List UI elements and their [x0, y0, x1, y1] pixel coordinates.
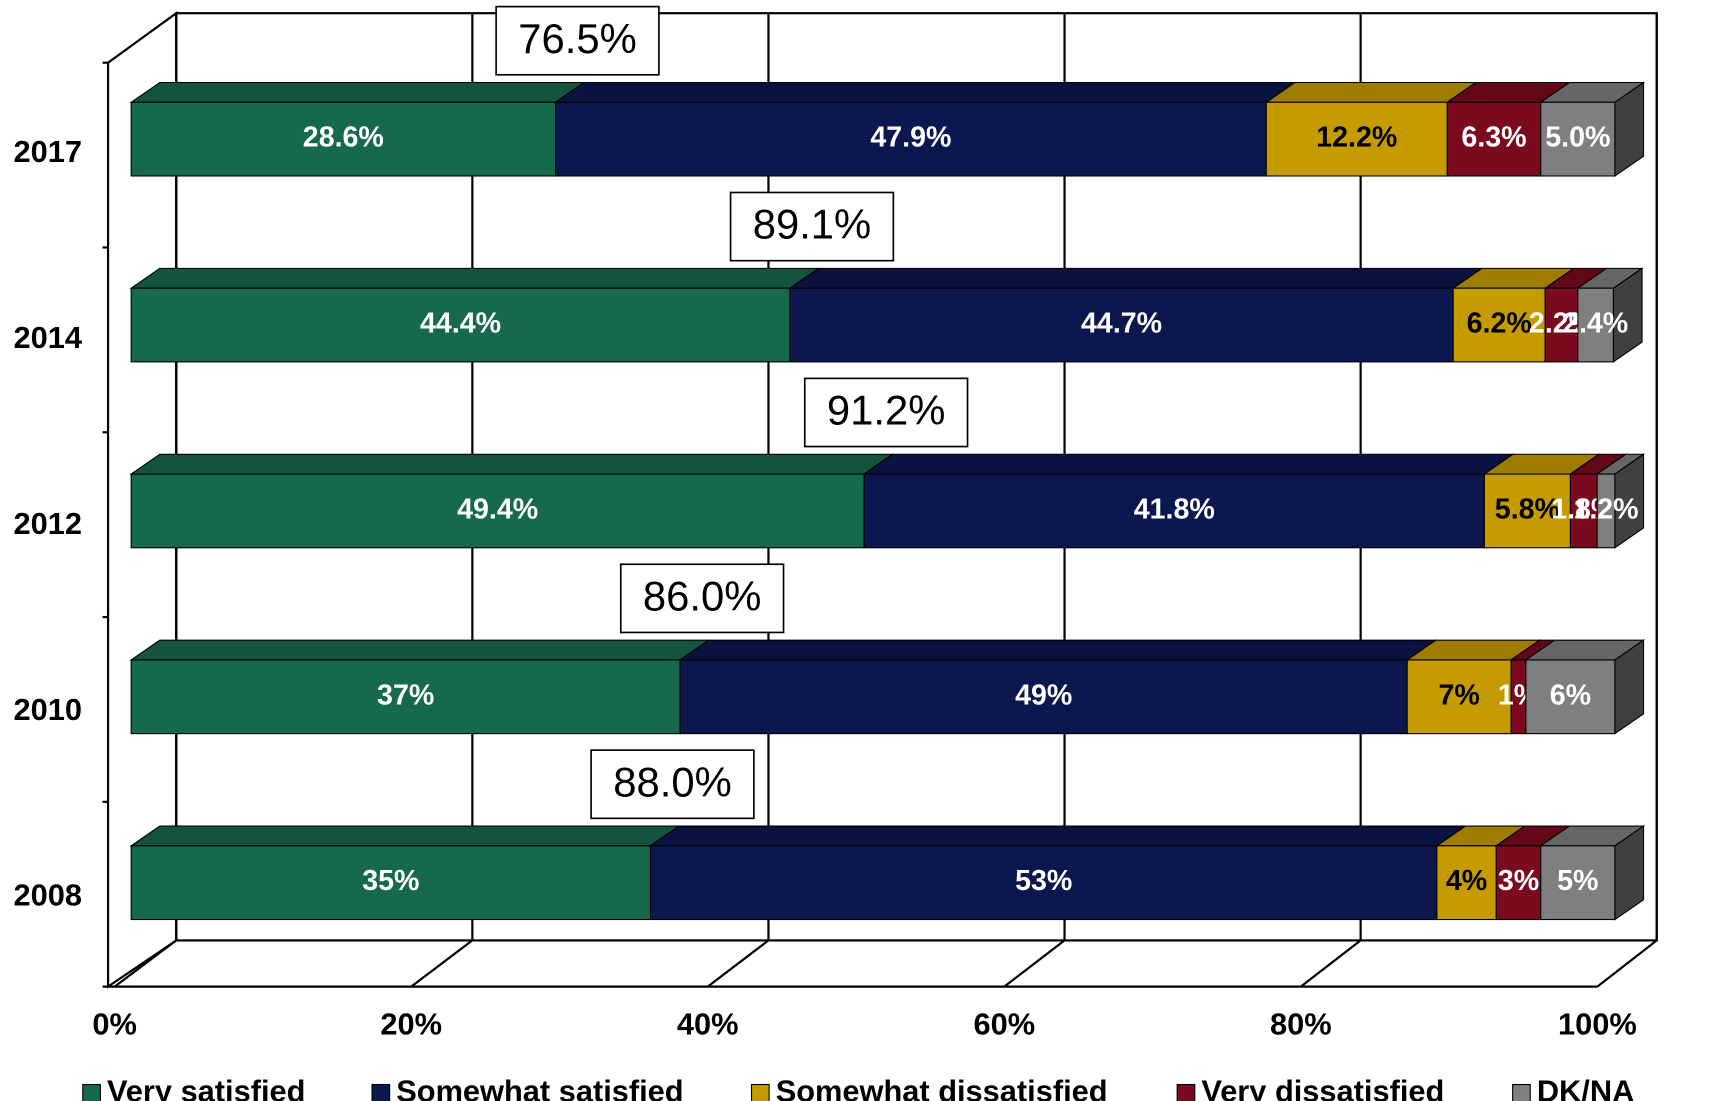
- bar-side: [1612, 267, 1643, 363]
- value-label: 47.9%: [870, 122, 951, 154]
- bar-top: [129, 639, 711, 661]
- bar: [130, 473, 865, 549]
- value-label: 35%: [362, 865, 419, 897]
- bar-top: [648, 825, 1468, 847]
- bar-top: [129, 267, 821, 289]
- total-label: 91.2%: [827, 387, 945, 434]
- legend-label: Somewhat satisfied: [396, 1073, 683, 1101]
- bar-top: [553, 81, 1297, 103]
- total-label: 88.0%: [613, 758, 731, 805]
- value-label: 12.2%: [1316, 122, 1397, 154]
- bar-top: [678, 639, 1438, 661]
- total-box: [495, 5, 660, 76]
- bar: [649, 845, 1438, 921]
- bar: [1483, 473, 1571, 549]
- x-tick-label: 20%: [380, 1006, 442, 1041]
- value-label: 49%: [1015, 679, 1072, 711]
- value-label: 4%: [1446, 865, 1487, 897]
- y-tick-label: 2014: [13, 320, 81, 355]
- bar-top: [129, 453, 895, 475]
- value-label: 28.6%: [303, 122, 384, 154]
- bar: [789, 287, 1454, 363]
- legend-label: Very dissatisfied: [1201, 1073, 1444, 1101]
- bar: [1577, 287, 1614, 363]
- floor-grid-line: [1003, 939, 1066, 988]
- x-tick-label: 40%: [677, 1006, 739, 1041]
- bar: [130, 287, 791, 363]
- legend-label: Somewhat dissatisfied: [776, 1073, 1108, 1101]
- bar: [1446, 101, 1542, 177]
- x-tick-label: 80%: [1270, 1006, 1332, 1041]
- bar: [554, 101, 1267, 177]
- value-label: 44.4%: [420, 308, 501, 340]
- bar-top: [1264, 81, 1478, 103]
- y-tick-label: 2012: [13, 506, 81, 541]
- value-label: 6.3%: [1461, 122, 1526, 154]
- x-tick-label: 100%: [1558, 1006, 1637, 1041]
- legend-swatch: [1512, 1083, 1531, 1101]
- value-label: 5.8%: [1495, 493, 1560, 525]
- bar: [1544, 287, 1579, 363]
- value-label: 37%: [377, 679, 434, 711]
- value-label: 53%: [1015, 865, 1072, 897]
- x-tick-label: 0%: [92, 1006, 136, 1041]
- bar: [1495, 845, 1542, 921]
- bar-top: [788, 267, 1484, 289]
- total-box: [803, 377, 969, 448]
- value-label: 49.4%: [457, 493, 538, 525]
- value-label: 44.7%: [1081, 308, 1162, 340]
- legend-swatch: [371, 1083, 391, 1101]
- total-box: [590, 749, 755, 820]
- bar-top: [129, 825, 681, 847]
- value-label: 6%: [1550, 679, 1591, 711]
- bar-side: [1614, 81, 1645, 178]
- floor-grid-line: [114, 939, 177, 988]
- y-tick-label: 2017: [13, 134, 81, 169]
- value-label: 6.2%: [1467, 308, 1532, 340]
- legend-label: DK/NA: [1537, 1073, 1634, 1101]
- bar-top: [862, 453, 1515, 475]
- bar: [1540, 845, 1616, 921]
- value-label: 1.2%: [1573, 493, 1638, 525]
- value-label: 5%: [1557, 865, 1598, 897]
- bar: [1540, 101, 1616, 177]
- legend-swatch: [82, 1083, 101, 1101]
- value-label: 2.4%: [1563, 308, 1628, 340]
- bar: [130, 845, 652, 921]
- floor-grid-line: [1596, 939, 1658, 988]
- value-label: 7%: [1438, 679, 1479, 711]
- value-label: 41.8%: [1134, 493, 1215, 525]
- value-label: 5.0%: [1545, 122, 1610, 154]
- x-tick-label: 60%: [973, 1006, 1035, 1041]
- y-tick-label: 2008: [13, 878, 81, 913]
- bar: [130, 659, 681, 735]
- bar-side: [1614, 824, 1645, 921]
- bar: [1436, 845, 1497, 921]
- floor-grid-line: [1300, 939, 1362, 988]
- floor-grid-line: [410, 939, 474, 988]
- value-label: 3%: [1498, 865, 1539, 897]
- legend-swatch: [1176, 1083, 1196, 1101]
- floor-grid-line: [707, 939, 770, 988]
- total-label: 76.5%: [518, 15, 636, 62]
- y-tick-label: 2010: [13, 692, 81, 727]
- legend-label: Very satisfied: [107, 1073, 306, 1101]
- bar: [130, 101, 557, 177]
- legend-swatch: [750, 1083, 770, 1101]
- bar: [1265, 101, 1448, 177]
- bar-top: [129, 81, 586, 103]
- bar-side: [1614, 453, 1645, 549]
- total-box: [729, 191, 895, 262]
- total-box: [619, 563, 785, 634]
- total-label: 89.1%: [753, 201, 871, 248]
- total-label: 86.0%: [643, 572, 761, 619]
- bar: [863, 473, 1485, 549]
- bar: [1406, 659, 1512, 735]
- bar-side: [1614, 639, 1645, 735]
- bar: [1525, 659, 1616, 735]
